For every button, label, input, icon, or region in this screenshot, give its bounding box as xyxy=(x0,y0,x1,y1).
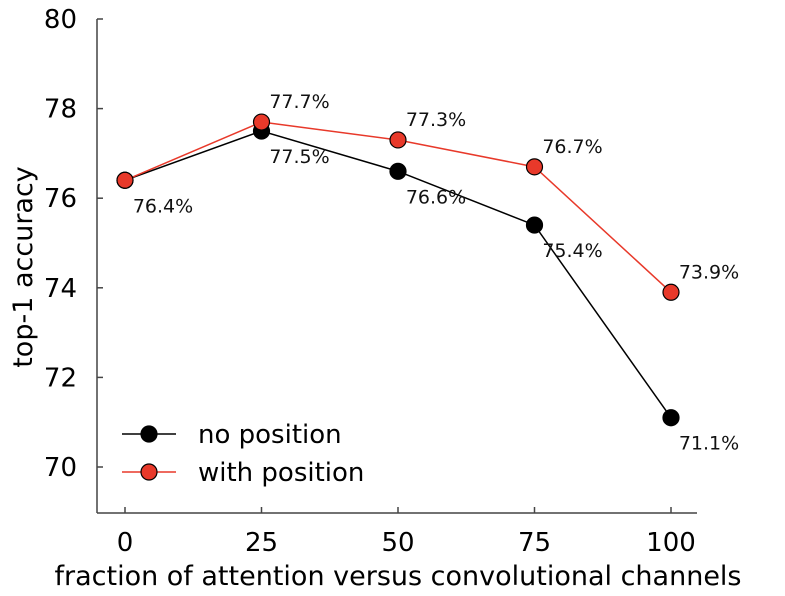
data-point-no-position xyxy=(389,162,407,180)
x-tick-label: 0 xyxy=(117,528,134,558)
legend-label: no position xyxy=(198,420,342,450)
x-axis-title: fraction of attention versus convolution… xyxy=(54,561,741,592)
data-point-with-position xyxy=(525,158,544,176)
data-label: 77.5% xyxy=(269,146,329,168)
data-labels: 76.4% 77.5% 76.6% 75.4% 71.1% 77.7% 77.3% 76.7%… xyxy=(133,91,739,455)
x-tick-label: 50 xyxy=(381,528,414,558)
legend-label: with position xyxy=(198,458,364,488)
legend: no position with position xyxy=(122,420,364,488)
legend-marker xyxy=(140,463,158,481)
data-label: 77.7% xyxy=(269,91,329,113)
y-tick-label: 72 xyxy=(44,363,77,393)
y-tick-label: 76 xyxy=(44,184,77,214)
y-axis-title: top-1 accuracy xyxy=(8,166,39,368)
data-point-no-position xyxy=(662,409,680,427)
legend-marker xyxy=(140,425,158,443)
y-tick-label: 70 xyxy=(44,453,77,483)
data-label: 75.4% xyxy=(542,240,602,262)
y-tick-label: 78 xyxy=(44,95,77,125)
data-point-with-position xyxy=(116,171,134,189)
data-point-no-position xyxy=(525,216,544,234)
markers xyxy=(116,113,680,427)
data-label: 76.7% xyxy=(542,136,602,158)
data-label: 76.6% xyxy=(406,186,466,208)
x-tick-label: 100 xyxy=(646,528,696,558)
data-label: 71.1% xyxy=(679,433,739,455)
data-label: 77.3% xyxy=(406,109,466,131)
x-tick-label: 25 xyxy=(245,528,278,558)
data-point-with-position xyxy=(389,131,407,149)
data-point-with-position xyxy=(252,113,271,131)
data-label: 76.4% xyxy=(133,195,193,217)
y-tick-label: 80 xyxy=(44,5,77,35)
axes: 70 72 74 76 78 80 0 25 50 75 100 xyxy=(44,5,697,558)
x-tick-label: 75 xyxy=(518,528,551,558)
y-tick-label: 74 xyxy=(44,274,77,304)
data-label: 73.9% xyxy=(679,261,739,283)
data-point-with-position xyxy=(662,283,680,301)
